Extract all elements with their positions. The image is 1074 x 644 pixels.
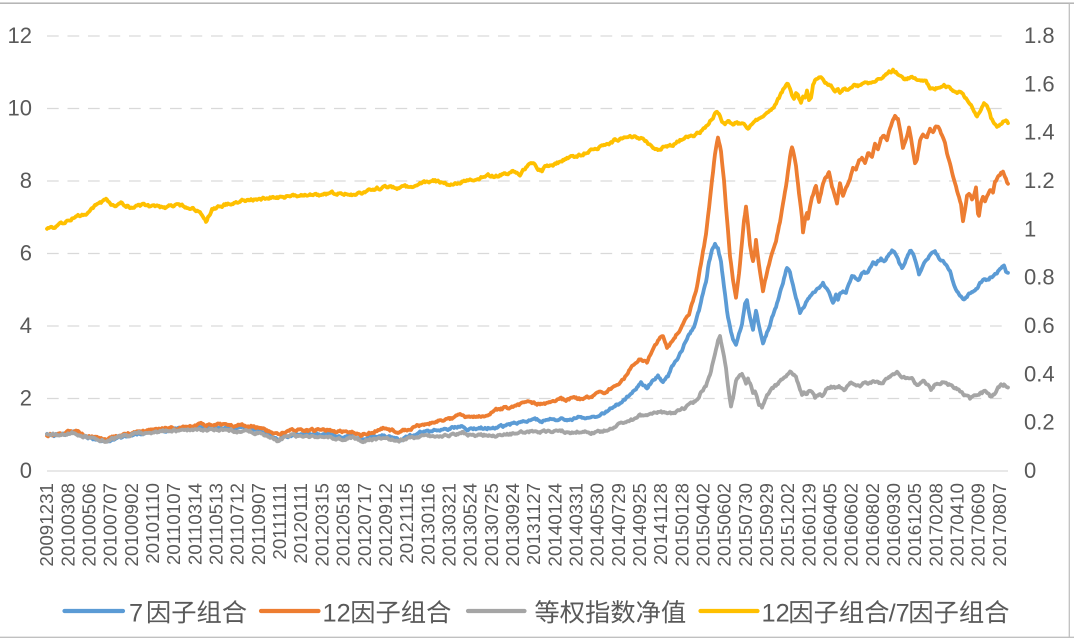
svg-text:20160129: 20160129 [798,483,819,567]
svg-text:1.4: 1.4 [1024,120,1055,145]
svg-text:20161205: 20161205 [904,483,925,567]
svg-text:12: 12 [762,599,790,627]
svg-text:0: 0 [20,458,32,483]
svg-text:20160405: 20160405 [820,483,841,567]
svg-text:20120518: 20120518 [333,483,354,567]
svg-text:20130725: 20130725 [481,483,502,567]
svg-text:20100506: 20100506 [79,483,100,567]
svg-text:20120912: 20120912 [375,483,396,567]
svg-text:12: 12 [8,23,32,48]
svg-text:20111111: 20111111 [269,483,290,560]
svg-text:20160930: 20160930 [883,483,904,567]
svg-text:4: 4 [20,313,32,338]
svg-text:20170807: 20170807 [989,483,1010,567]
svg-text:20100308: 20100308 [57,483,78,567]
svg-text:20121115: 20121115 [396,483,417,564]
svg-text:20150929: 20150929 [756,483,777,567]
svg-text:20150402: 20150402 [693,483,714,567]
svg-text:20110907: 20110907 [248,483,269,565]
svg-text:20110107: 20110107 [163,483,184,565]
svg-text:20130924: 20130924 [502,483,523,567]
svg-text:0: 0 [1024,458,1036,483]
svg-text:20101110: 20101110 [142,483,163,564]
svg-text:0.6: 0.6 [1024,313,1055,338]
svg-text:20140729: 20140729 [608,483,629,567]
svg-text:20151202: 20151202 [777,483,798,567]
svg-text:20160802: 20160802 [862,483,883,567]
svg-text:20140530: 20140530 [587,483,608,567]
svg-text:20110712: 20110712 [227,483,248,565]
svg-text:20120111: 20120111 [290,483,311,564]
svg-text:8: 8 [20,168,32,193]
svg-text:2: 2 [20,386,32,411]
svg-text:20160602: 20160602 [841,483,862,567]
svg-text:20120717: 20120717 [354,483,375,567]
svg-text:20120315: 20120315 [311,483,332,567]
svg-text:0.8: 0.8 [1024,265,1055,290]
svg-text:20130524: 20130524 [460,483,481,567]
svg-text:1.6: 1.6 [1024,71,1055,96]
svg-text:1.8: 1.8 [1024,23,1055,48]
svg-text:20170609: 20170609 [968,483,989,567]
svg-text:7: 7 [129,599,143,627]
svg-text:20100902: 20100902 [121,483,142,567]
svg-text:6: 6 [20,241,32,266]
svg-text:0.2: 0.2 [1024,410,1055,435]
svg-text:20140925: 20140925 [629,483,650,567]
svg-text:20150730: 20150730 [735,483,756,567]
svg-text:1.2: 1.2 [1024,168,1055,193]
svg-text:20100707: 20100707 [100,483,121,567]
svg-text:12: 12 [323,599,351,627]
svg-text:20110513: 20110513 [206,483,227,565]
svg-text:20141128: 20141128 [650,483,671,565]
svg-text:1: 1 [1024,216,1036,241]
svg-text:20091231: 20091231 [36,483,57,567]
svg-text:20110314: 20110314 [184,483,205,565]
svg-text:20140124: 20140124 [544,483,565,567]
svg-text:0.4: 0.4 [1024,361,1055,386]
svg-text:20170410: 20170410 [947,483,968,567]
svg-text:20170208: 20170208 [925,483,946,567]
svg-text:20150128: 20150128 [671,483,692,567]
svg-text:20150602: 20150602 [714,483,735,567]
svg-text:/7: /7 [889,599,910,627]
svg-text:20130116: 20130116 [417,483,438,565]
svg-text:10: 10 [8,96,32,121]
svg-text:20130321: 20130321 [438,483,459,567]
svg-text:20131127: 20131127 [523,483,544,565]
svg-text:20140331: 20140331 [566,483,587,567]
